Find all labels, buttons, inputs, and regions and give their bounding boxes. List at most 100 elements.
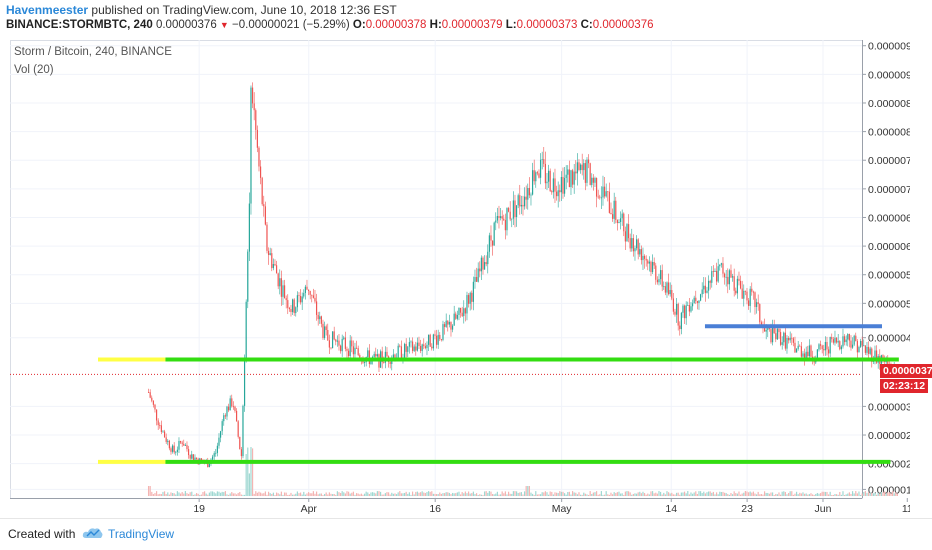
candle-body xyxy=(565,174,567,178)
volume-bar xyxy=(504,491,506,496)
volume-bar xyxy=(664,494,666,496)
volume-bar xyxy=(181,492,183,496)
volume-bar xyxy=(235,494,238,496)
volume-bar xyxy=(666,491,668,496)
volume-bar xyxy=(528,486,530,496)
candle-body xyxy=(664,286,666,293)
candle-body xyxy=(357,348,359,356)
candle-body xyxy=(639,249,641,255)
candle-body xyxy=(275,265,278,274)
candle-body xyxy=(683,305,686,319)
candle-body xyxy=(805,351,807,359)
candle-body xyxy=(514,200,516,218)
candle-body xyxy=(807,351,809,357)
volume-bar xyxy=(344,493,346,496)
volume-bar xyxy=(603,494,606,496)
candle-body xyxy=(490,235,492,241)
volume-bar xyxy=(339,492,342,496)
candle-body xyxy=(338,340,340,346)
candle-body xyxy=(530,194,532,196)
candle-body xyxy=(263,204,265,207)
candle-body xyxy=(410,341,412,343)
volume-bar xyxy=(895,492,897,496)
volume-bar xyxy=(250,447,252,496)
candle-body xyxy=(744,290,746,292)
candle-body xyxy=(603,186,606,197)
y-tick-label: 0.00000440 xyxy=(868,333,910,345)
volume-bar xyxy=(525,486,527,496)
volume-bar xyxy=(480,494,482,496)
candle-body xyxy=(792,338,794,343)
candle-body xyxy=(519,195,521,207)
candle-body xyxy=(194,457,196,460)
volume-bar xyxy=(543,492,545,496)
volume-bar xyxy=(211,491,214,496)
volume-bar xyxy=(563,493,566,496)
volume-bar xyxy=(253,493,255,496)
candle-body xyxy=(851,344,854,348)
candle-body xyxy=(635,239,638,249)
candle-body xyxy=(400,346,402,359)
volume-bar xyxy=(405,491,407,496)
volume-bar xyxy=(170,492,172,496)
volume-bar xyxy=(488,491,490,496)
candle-body xyxy=(183,443,185,446)
close-value: 0.00000376 xyxy=(592,19,654,31)
volume-bar xyxy=(447,492,449,496)
volume-bar xyxy=(152,494,154,496)
x-tick-label: 16 xyxy=(429,503,441,515)
volume-bar xyxy=(306,493,308,496)
candle-body xyxy=(195,457,198,460)
candle-body xyxy=(432,334,434,349)
volume-bar xyxy=(893,493,895,496)
volume-bar xyxy=(243,494,246,496)
candle-body xyxy=(298,295,300,297)
volume-bar xyxy=(213,492,215,496)
candle-body xyxy=(491,240,494,246)
volume-bar xyxy=(653,493,655,496)
candle-body xyxy=(648,261,650,264)
volume-bar xyxy=(175,494,177,496)
volume-bar xyxy=(776,494,778,496)
candle-body xyxy=(160,425,162,432)
candle-body xyxy=(547,170,550,182)
y-tick-label: 0.00000950 xyxy=(868,41,910,53)
volume-bar xyxy=(535,491,537,496)
author-link[interactable]: Havenmeester xyxy=(6,3,89,17)
candle-body xyxy=(415,346,417,351)
volume-bar xyxy=(815,493,817,496)
volume-bar xyxy=(587,494,590,496)
volume-bar xyxy=(256,492,258,496)
volume-bar xyxy=(395,494,398,496)
tradingview-link[interactable]: TradingView xyxy=(108,527,175,541)
volume-bar xyxy=(224,491,226,496)
candle-body xyxy=(517,195,519,206)
candle-body xyxy=(274,264,276,266)
price-chart[interactable]: 0.00000950 0.00000900 0.00000850 0.00000800… xyxy=(10,40,910,516)
candle-body xyxy=(855,335,857,342)
candle-body xyxy=(863,345,865,347)
candle-body xyxy=(731,276,734,278)
tradingview-cloud-icon[interactable] xyxy=(82,526,104,540)
candle-body xyxy=(506,208,508,231)
volume-bar xyxy=(890,493,892,496)
volume-bar xyxy=(855,491,857,496)
volume-bar xyxy=(789,491,791,496)
candle-body xyxy=(523,196,526,207)
candle-body xyxy=(403,343,406,358)
volume-bar xyxy=(397,492,399,496)
volume-bar xyxy=(755,494,758,496)
volume-bar xyxy=(202,491,204,496)
volume-bar xyxy=(171,493,174,496)
candle-body xyxy=(285,298,287,301)
volume-bar xyxy=(179,493,182,496)
candle-body xyxy=(299,295,302,303)
candle-body xyxy=(509,211,511,220)
candle-body xyxy=(376,354,378,357)
candle-body xyxy=(651,261,654,273)
candle-body xyxy=(666,282,668,293)
volume-bar xyxy=(296,491,298,496)
candle-body xyxy=(645,258,647,261)
chart-frame[interactable]: 0.00000950 0.00000900 0.00000850 0.00000800… xyxy=(10,40,932,516)
candle-body xyxy=(293,299,295,314)
